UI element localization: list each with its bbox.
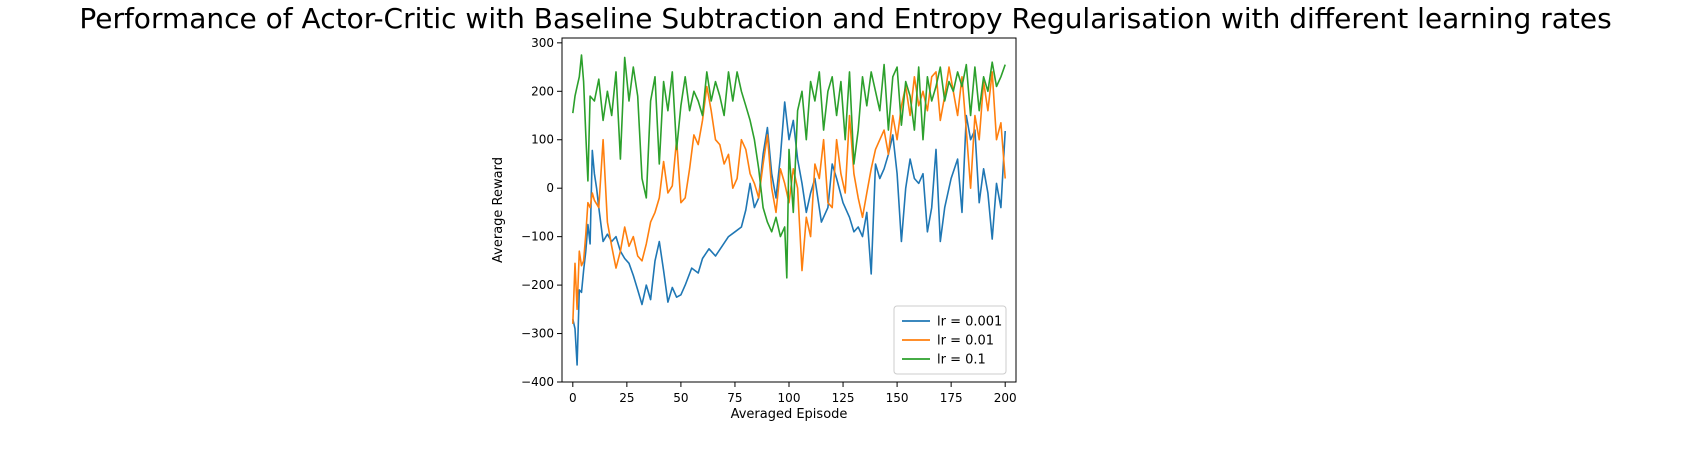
legend-box (893, 305, 1007, 375)
y-axis-label: Average Reward (491, 157, 506, 263)
y-tick-label: 300 (531, 36, 554, 50)
x-tick-label: 0 (569, 391, 577, 405)
chart-title: Performance of Actor-Critic with Baselin… (79, 2, 1612, 35)
legend-label: lr = 0.01 (937, 334, 994, 349)
y-tick-label: −100 (521, 230, 554, 244)
plot-area (572, 54, 1006, 366)
x-tick-label: 200 (994, 391, 1017, 405)
x-tick-label: 125 (832, 391, 855, 405)
x-tick-label: 50 (673, 391, 688, 405)
x-tick-label: 25 (619, 391, 634, 405)
y-tick-label: 100 (531, 133, 554, 147)
y-tick-label: −200 (521, 278, 554, 292)
y-axis: −400 −300 −200 −100 0 100 200 300 (521, 36, 562, 389)
x-axis: 0 25 50 75 100 125 150 175 200 (569, 382, 1017, 405)
x-tick-label: 75 (727, 391, 742, 405)
legend: lr = 0.001 lr = 0.01 lr = 0.1 (893, 305, 1007, 375)
y-tick-label: −400 (521, 375, 554, 389)
y-tick-label: −300 (521, 327, 554, 341)
series-line-1 (572, 101, 1006, 366)
x-axis-label: Averaged Episode (731, 407, 848, 422)
x-tick-label: 175 (940, 391, 963, 405)
series-line-2 (572, 66, 1006, 324)
legend-label: lr = 0.1 (937, 353, 986, 368)
y-tick-label: 0 (546, 181, 554, 195)
x-tick-label: 150 (886, 391, 909, 405)
y-tick-label: 200 (531, 84, 554, 98)
series-line-3 (572, 54, 1006, 279)
legend-label: lr = 0.001 (937, 315, 1002, 330)
x-tick-label: 100 (778, 391, 801, 405)
